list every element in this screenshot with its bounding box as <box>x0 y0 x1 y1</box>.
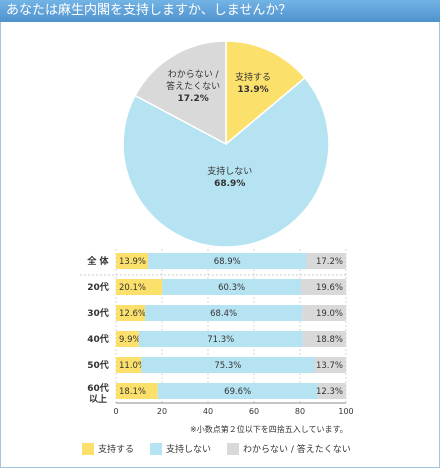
legend-item-not-support: 支持しない <box>150 442 211 455</box>
pie-slice-value: 17.2% <box>178 94 209 104</box>
pie-slice <box>225 40 307 146</box>
category-label: 全 体 <box>86 255 109 267</box>
legend-swatch-not-support <box>150 442 163 455</box>
page-title: あなたは麻生内閣を支持しますか、しませんか？ <box>0 0 440 22</box>
pie-slice <box>122 76 330 248</box>
x-tick-label: 20 <box>157 407 167 416</box>
bar-segment <box>116 305 145 321</box>
bar-segment <box>162 279 301 295</box>
rounding-note: ※小数点第２位以下を四捨五入しています。 <box>190 425 348 434</box>
bar-value-label: 19.6% <box>316 283 343 293</box>
bar-value-label: 71.3% <box>207 335 234 345</box>
bar-value-label: 68.9% <box>214 257 241 267</box>
bar-segment <box>302 305 346 321</box>
category-label: 60代 <box>87 382 109 394</box>
bar-segment <box>141 357 315 373</box>
bar-segment <box>147 253 307 269</box>
bar-segment <box>317 383 346 399</box>
pie-slice-value: 68.9% <box>214 179 245 189</box>
category-label: 20代 <box>87 281 109 293</box>
bar-value-label: 11.0% <box>119 361 146 371</box>
legend-item-unknown: わからない / 答えたくない <box>227 442 351 455</box>
pie-slice-label: 答えたくない <box>166 80 220 92</box>
x-tick-label: 40 <box>203 407 213 416</box>
bar-segment <box>302 331 346 347</box>
bar-value-label: 9.9% <box>119 335 141 345</box>
bar-segment <box>116 253 148 269</box>
bar-value-label: 19.0% <box>316 309 343 319</box>
bar-segment <box>116 331 139 347</box>
bar-segment <box>116 383 158 399</box>
bar-value-label: 12.3% <box>316 387 343 397</box>
pie-slice-label: 支持する <box>235 71 271 83</box>
bar-value-label: 20.1% <box>119 283 146 293</box>
pie-slice-value: 13.9% <box>237 85 268 95</box>
x-tick-label: 60 <box>249 407 259 416</box>
legend-label-unknown: わからない / 答えたくない <box>243 445 351 455</box>
legend-item-support: 支持する <box>82 442 134 455</box>
bar-value-label: 12.6% <box>119 309 146 319</box>
legend-label-not-support: 支持しない <box>166 445 212 455</box>
stacked-bar-chart: 全 体 13.9% 68.9% 17.2% 20代 20.1% 60.3% 19.6% 30代 1… <box>80 249 354 416</box>
x-tick-label: 0 <box>113 407 118 416</box>
category-label: 30代 <box>87 307 109 319</box>
category-label: 40代 <box>87 333 109 345</box>
legend: 支持する 支持しない わからない / 答えたくない <box>82 442 361 455</box>
x-tick-label: 100 <box>338 407 353 416</box>
bar-segment <box>157 383 318 399</box>
bar-value-label: 68.4% <box>210 309 237 319</box>
bar-segment <box>116 357 142 373</box>
pie-slice-label: 支持しない <box>207 165 252 177</box>
legend-swatch-unknown <box>227 442 240 455</box>
bar-value-label: 60.3% <box>218 283 245 293</box>
category-label: 以上 <box>89 393 107 405</box>
bar-value-label: 18.1% <box>119 387 146 397</box>
legend-label-support: 支持する <box>98 445 135 455</box>
bar-value-label: 69.6% <box>224 387 251 397</box>
bar-value-label: 17.2% <box>316 257 343 267</box>
pie-slice-label: わからない / <box>168 69 220 80</box>
bar-value-label: 75.3% <box>214 361 241 371</box>
bar-segment <box>300 279 346 295</box>
bar-segment <box>306 253 346 269</box>
legend-swatch-support <box>82 442 94 455</box>
category-label: 50代 <box>87 359 109 371</box>
bar-value-label: 13.7% <box>316 361 343 371</box>
bar-segment <box>314 357 346 373</box>
bar-value-label: 18.8% <box>316 335 343 345</box>
bar-segment <box>138 331 303 347</box>
bar-segment <box>144 305 303 321</box>
pie-slice <box>134 40 227 146</box>
bar-segment <box>116 279 163 295</box>
x-tick-label: 80 <box>295 407 305 416</box>
pie-chart: 支持する 13.9% 支持しない 68.9% わからない /答えたくない 17.2% <box>122 40 330 248</box>
bar-value-label: 13.9% <box>119 257 146 267</box>
